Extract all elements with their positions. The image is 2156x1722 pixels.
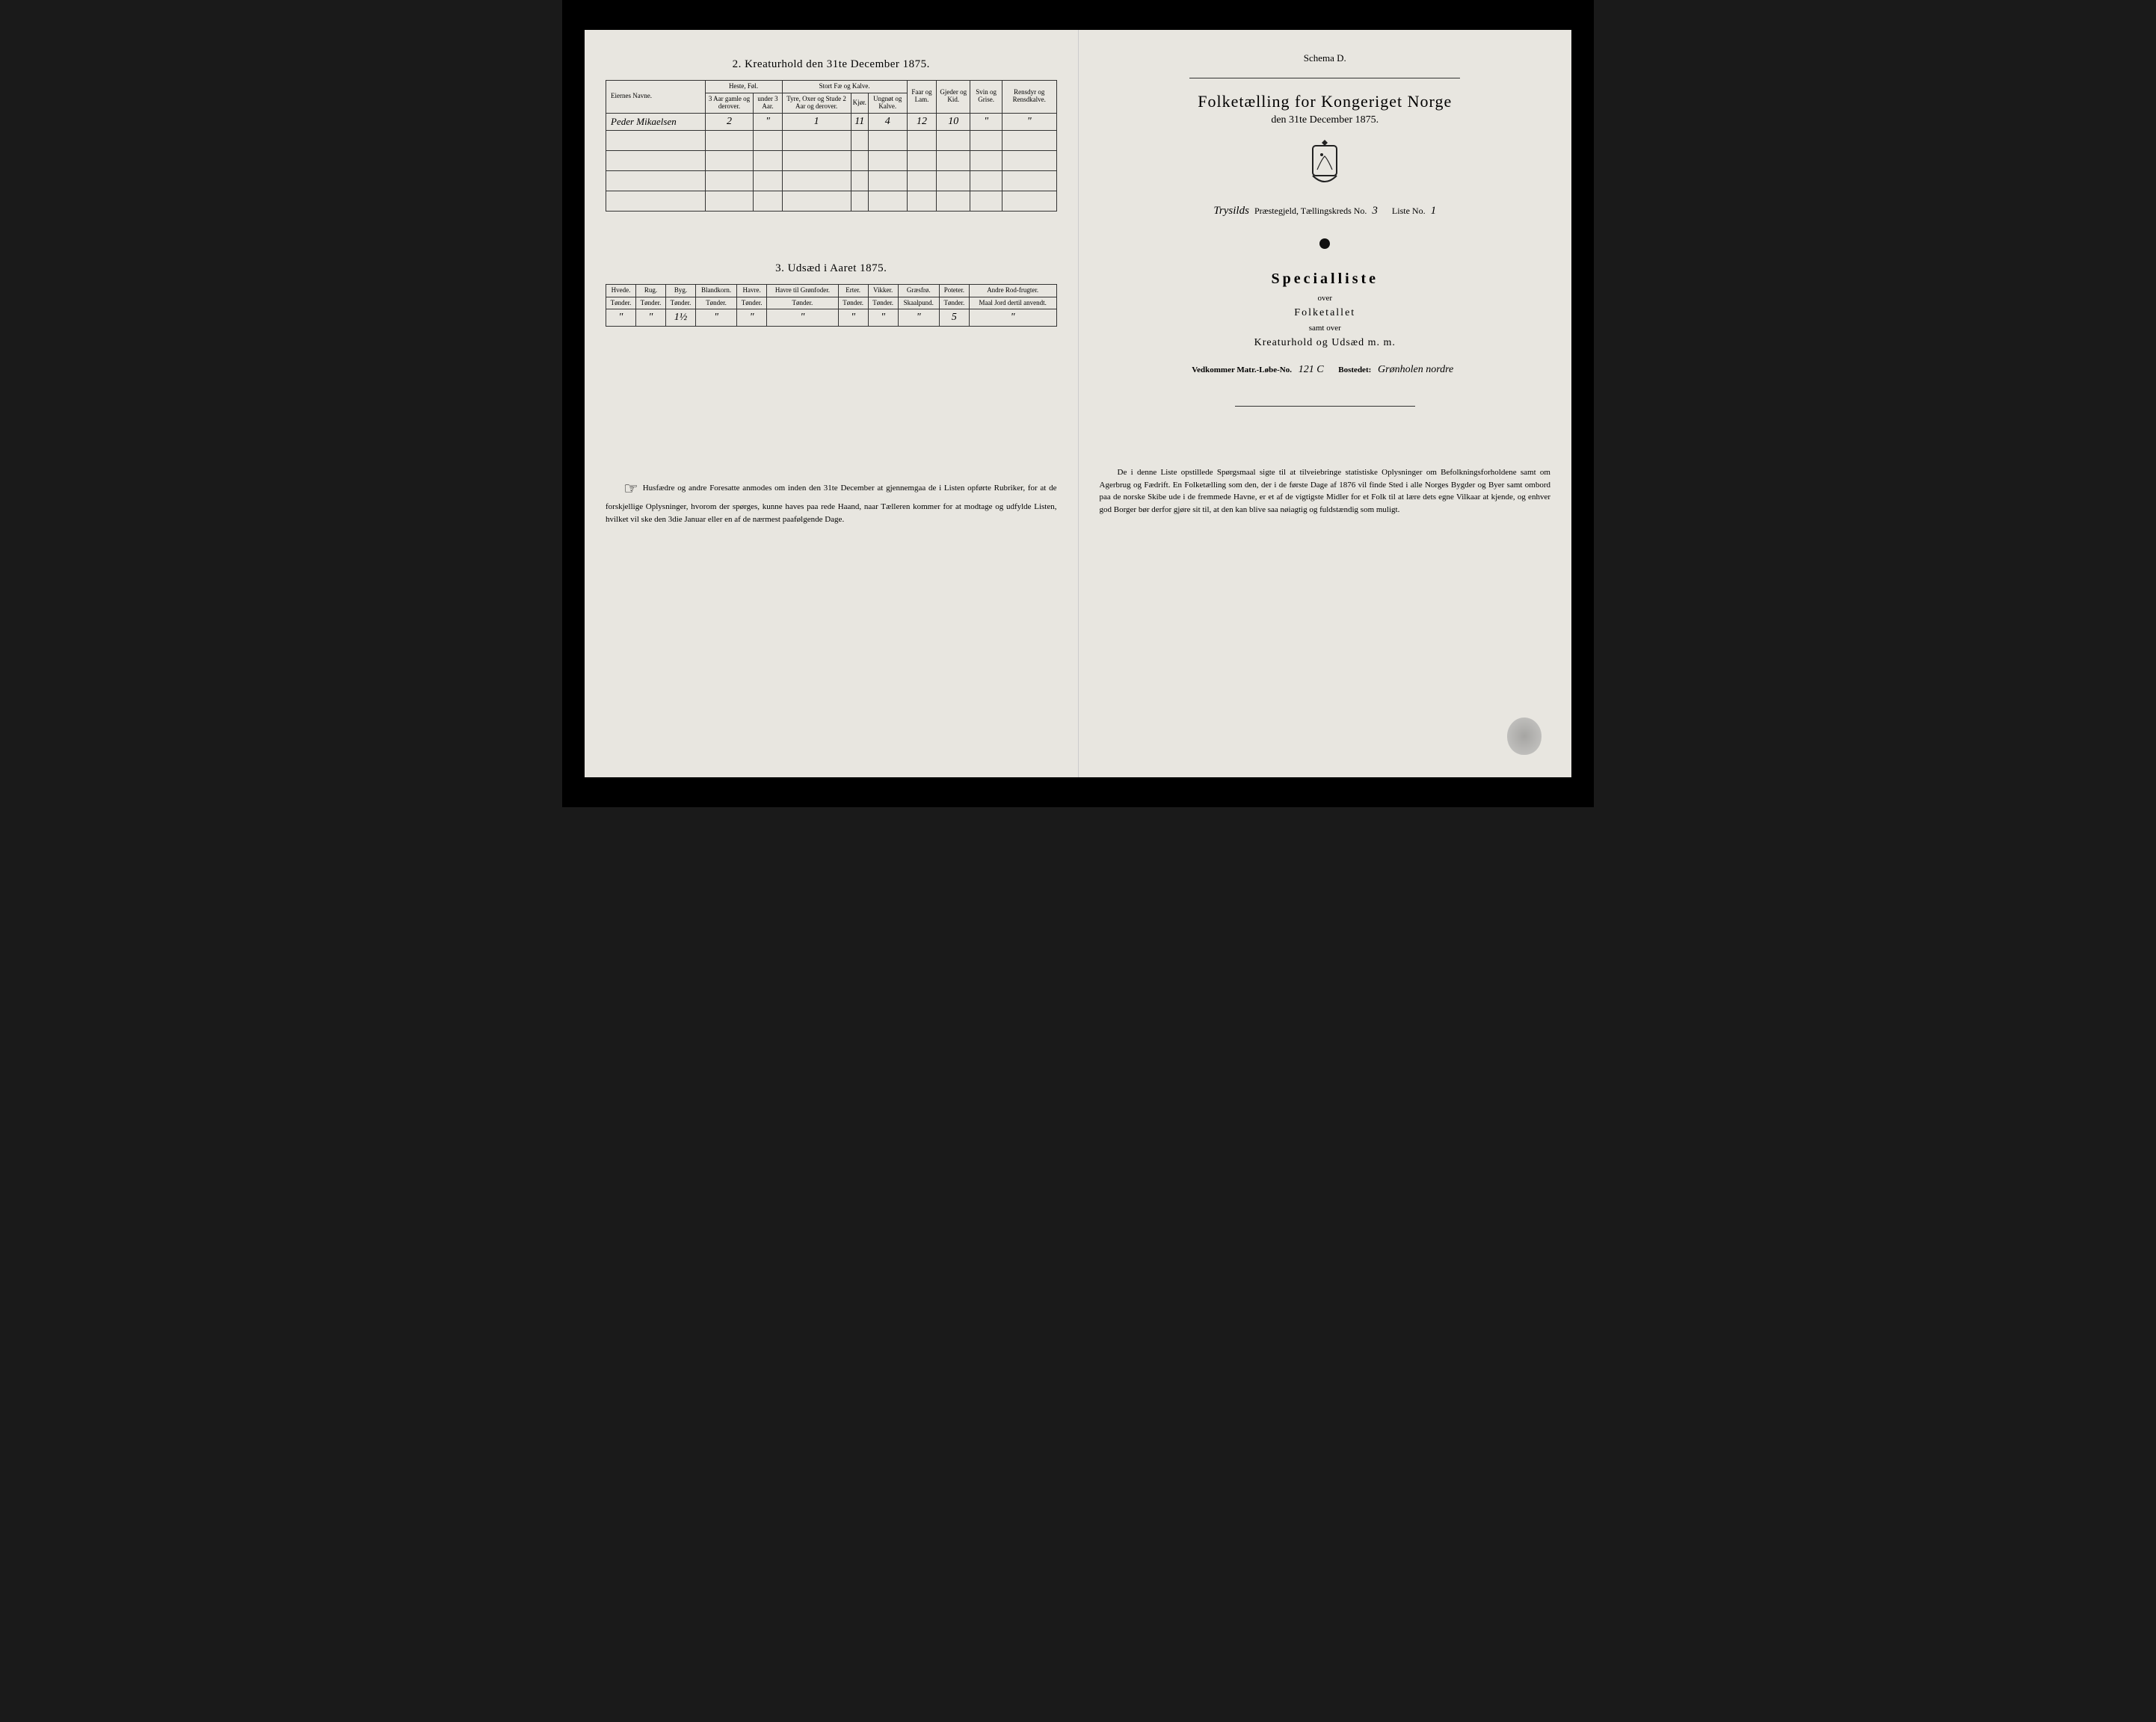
th: Tønder.: [737, 297, 767, 309]
th: Tønder.: [635, 297, 665, 309]
cell: ": [754, 113, 782, 130]
right-footnote: De i denne Liste opstillede Spørgsmaal s…: [1100, 466, 1551, 516]
th-stort-c: Ungnøt og Kalve.: [868, 93, 907, 113]
page-spread: 2. Kreaturhold den 31te December 1875. E…: [585, 30, 1571, 777]
kreds-no: 3: [1372, 205, 1378, 217]
cell: ": [970, 113, 1002, 130]
cell: ": [868, 309, 898, 327]
th: Græsfrø.: [898, 284, 939, 297]
cell: 4: [868, 113, 907, 130]
th: Erter.: [838, 284, 868, 297]
over-label: over: [1100, 294, 1551, 303]
th-gjeder: Gjeder og Kid.: [937, 81, 970, 114]
left-page: 2. Kreaturhold den 31te December 1875. E…: [585, 30, 1079, 777]
vedkommer-line: Vedkommer Matr.-Løbe-No. 121 C Bostedet:…: [1100, 364, 1551, 376]
sub-title: den 31te December 1875.: [1100, 114, 1551, 126]
th-heste: Heste, Føl.: [705, 81, 782, 93]
cell: ": [838, 309, 868, 327]
cell: 11: [851, 113, 868, 130]
vedkommer-label2: Bostedet:: [1338, 365, 1371, 374]
table-row: [606, 170, 1057, 191]
thumbprint-icon: [1507, 718, 1541, 755]
th: Andre Rod-frugter.: [969, 284, 1056, 297]
cell: ": [737, 309, 767, 327]
cell: 1½: [665, 309, 695, 327]
left-footnote: ☞Husfædre og andre Foresatte anmodes om …: [606, 476, 1057, 525]
th: Tønder.: [695, 297, 736, 309]
seed-table: Hvede. Rug. Byg. Blandkorn. Havre. Havre…: [606, 284, 1057, 327]
th-owner: Eiernes Navne.: [606, 81, 706, 114]
seed-header-row: Hvede. Rug. Byg. Blandkorn. Havre. Havre…: [606, 284, 1057, 297]
schema-label: Schema D.: [1100, 52, 1551, 64]
th-stort-b: Kjør.: [851, 93, 868, 113]
section3-title: 3. Udsæd i Aaret 1875.: [606, 262, 1057, 275]
th: Maal Jord dertil anvendt.: [969, 297, 1056, 309]
th: Tønder.: [606, 297, 636, 309]
divider: [1235, 406, 1415, 407]
cell-owner: Peder Mikaelsen: [606, 113, 706, 130]
cell: ": [969, 309, 1056, 327]
table-row: Peder Mikaelsen 2 " 1 11 4 12 10 " ": [606, 113, 1057, 130]
samt-over-label: samt over: [1100, 324, 1551, 333]
th: Byg.: [665, 284, 695, 297]
th: Havre til Grønfoder.: [767, 284, 839, 297]
th: Havre.: [737, 284, 767, 297]
th-rensdyr: Rensdyr og Rensdkalve.: [1002, 81, 1056, 114]
cell: ": [695, 309, 736, 327]
livestock-table: Eiernes Navne. Heste, Føl. Stort Fæ og K…: [606, 80, 1057, 212]
th-heste-a: 3 Aar gamle og derover.: [705, 93, 754, 113]
th: Skaalpund.: [898, 297, 939, 309]
th: Vikker.: [868, 284, 898, 297]
cell: ": [606, 309, 636, 327]
th: Tønder.: [868, 297, 898, 309]
district-label1: Præstegjeld, Tællingskreds No.: [1254, 206, 1367, 216]
table-row: [606, 150, 1057, 170]
coat-of-arms-icon: [1100, 138, 1551, 193]
th-faar: Faar og Lam.: [907, 81, 936, 114]
ink-blot: [1100, 238, 1551, 253]
section2-title: 2. Kreaturhold den 31te December 1875.: [606, 58, 1057, 71]
folketallet-label: Folketallet: [1100, 307, 1551, 319]
cell: 5: [939, 309, 969, 327]
bosted: Grønholen nordre: [1378, 364, 1453, 375]
table-row: [606, 191, 1057, 211]
specialliste-title: Specialliste: [1100, 271, 1551, 288]
main-title: Folketælling for Kongeriget Norge: [1100, 92, 1551, 111]
cell: 10: [937, 113, 970, 130]
th-heste-b: under 3 Aar.: [754, 93, 782, 113]
cell: ": [635, 309, 665, 327]
right-page: Schema D. Folketælling for Kongeriget No…: [1079, 30, 1572, 777]
th: Hvede.: [606, 284, 636, 297]
th-stort: Stort Fæ og Kalve.: [782, 81, 907, 93]
district-line: Trysilds Præstegjeld, Tællingskreds No. …: [1100, 205, 1551, 217]
district-label2: Liste No.: [1392, 206, 1426, 216]
cell: 2: [705, 113, 754, 130]
liste-no: 1: [1431, 205, 1437, 217]
pointing-hand-icon: ☞: [623, 479, 638, 498]
th: Blandkorn.: [695, 284, 736, 297]
table-row: [606, 130, 1057, 150]
cell: ": [767, 309, 839, 327]
th: Tønder.: [665, 297, 695, 309]
th-stort-a: Tyre, Oxer og Stude 2 Aar og derover.: [782, 93, 851, 113]
footnote-text: Husfædre og andre Foresatte anmodes om i…: [606, 484, 1057, 523]
th: Tønder.: [767, 297, 839, 309]
district-prefix: Trysilds: [1213, 205, 1249, 217]
th: Poteter.: [939, 284, 969, 297]
cell: 12: [907, 113, 936, 130]
vedkommer-label1: Vedkommer Matr.-Løbe-No.: [1192, 365, 1292, 374]
th-svin: Svin og Grise.: [970, 81, 1002, 114]
th: Rug.: [635, 284, 665, 297]
cell: ": [898, 309, 939, 327]
seed-units-row: Tønder. Tønder. Tønder. Tønder. Tønder. …: [606, 297, 1057, 309]
th: Tønder.: [838, 297, 868, 309]
table-row: " " 1½ " " " " " " 5 ": [606, 309, 1057, 327]
cell: 1: [782, 113, 851, 130]
scan-frame: 2. Kreaturhold den 31te December 1875. E…: [562, 0, 1594, 807]
cell: ": [1002, 113, 1056, 130]
kreatur-label: Kreaturhold og Udsæd m. m.: [1100, 337, 1551, 349]
matr-no: 121 C: [1299, 364, 1324, 375]
th: Tønder.: [939, 297, 969, 309]
